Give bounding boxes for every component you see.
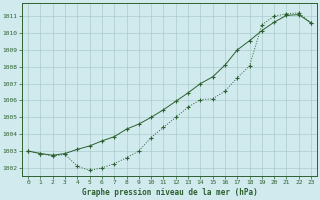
X-axis label: Graphe pression niveau de la mer (hPa): Graphe pression niveau de la mer (hPa) [82,188,258,197]
